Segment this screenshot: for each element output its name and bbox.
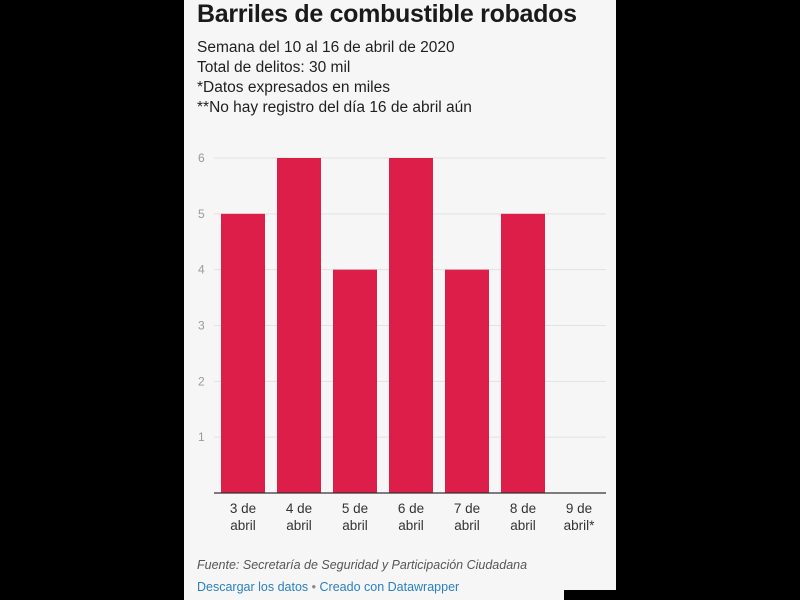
chart-card: Barriles de combustible robados Semana d… — [184, 0, 616, 600]
y-tick-label: 3 — [198, 319, 205, 333]
bar-0[interactable] — [221, 213, 265, 493]
x-tick-label: abril — [342, 518, 368, 533]
chart-title: Barriles de combustible robados — [197, 0, 577, 28]
download-data-link[interactable]: Descargar los datos — [197, 580, 309, 594]
x-tick-label: 6 de — [398, 501, 424, 516]
footer-links: Descargar los datos • Creado con Datawra… — [197, 580, 459, 594]
x-tick-label: 3 de — [230, 501, 256, 516]
bottom-overlay-bar — [564, 590, 616, 600]
bar-4[interactable] — [445, 269, 489, 493]
x-tick-label: 5 de — [342, 501, 368, 516]
datawrapper-link[interactable]: Creado con Datawrapper — [319, 580, 460, 594]
y-tick-label: 6 — [198, 151, 205, 165]
subtitle-units-note: *Datos expresados en miles — [197, 79, 390, 96]
y-tick-label: 2 — [198, 374, 205, 388]
x-tick-label: abril — [454, 518, 480, 533]
y-tick-label: 4 — [198, 263, 205, 277]
y-tick-label: 5 — [198, 207, 205, 221]
x-tick-label: 7 de — [454, 501, 480, 516]
subtitle-missing-note: **No hay registro del día 16 de abril aú… — [197, 99, 472, 116]
y-tick-label: 1 — [198, 430, 205, 444]
x-tick-label: 4 de — [286, 501, 312, 516]
subtitle-week: Semana del 10 al 16 de abril de 2020 — [197, 39, 455, 56]
subtitle-total: Total de delitos: 30 mil — [197, 59, 351, 76]
x-tick-label: abril — [286, 518, 312, 533]
x-tick-label: abril* — [564, 518, 596, 533]
source-note: Fuente: Secretaría de Seguridad y Partic… — [197, 558, 528, 572]
bar-3[interactable] — [389, 158, 433, 493]
x-tick-label: abril — [510, 518, 536, 533]
bar-1[interactable] — [277, 158, 321, 493]
x-tick-label: abril — [230, 518, 256, 533]
x-tick-label: 9 de — [566, 501, 592, 516]
x-tick-label: 8 de — [510, 501, 536, 516]
bar-2[interactable] — [333, 269, 377, 493]
footer-separator: • — [311, 580, 317, 594]
bar-chart: 1 2 3 4 5 6 3 de abril 4 de abril 5 de abril 6 de abr… — [198, 151, 606, 533]
x-tick-label: abril — [398, 518, 424, 533]
bar-5[interactable] — [501, 213, 545, 493]
